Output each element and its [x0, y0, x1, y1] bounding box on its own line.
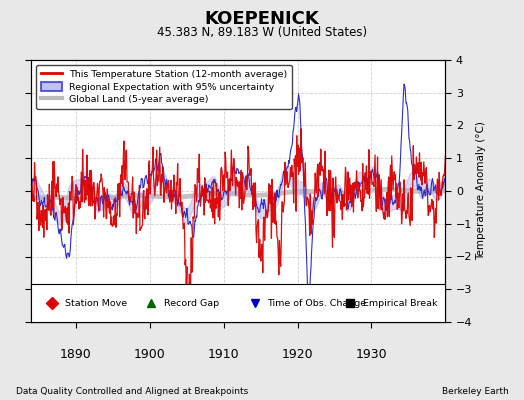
Legend: This Temperature Station (12-month average), Regional Expectation with 95% uncer: This Temperature Station (12-month avera…: [36, 65, 292, 109]
Text: Record Gap: Record Gap: [164, 298, 219, 308]
Text: Berkeley Earth: Berkeley Earth: [442, 387, 508, 396]
Text: Data Quality Controlled and Aligned at Breakpoints: Data Quality Controlled and Aligned at B…: [16, 387, 248, 396]
Text: Empirical Break: Empirical Break: [363, 298, 437, 308]
Text: Station Move: Station Move: [64, 298, 127, 308]
Text: Time of Obs. Change: Time of Obs. Change: [267, 298, 366, 308]
Y-axis label: Temperature Anomaly (°C): Temperature Anomaly (°C): [476, 122, 486, 260]
Text: KOEPENICK: KOEPENICK: [205, 10, 319, 28]
Text: 45.383 N, 89.183 W (United States): 45.383 N, 89.183 W (United States): [157, 26, 367, 39]
